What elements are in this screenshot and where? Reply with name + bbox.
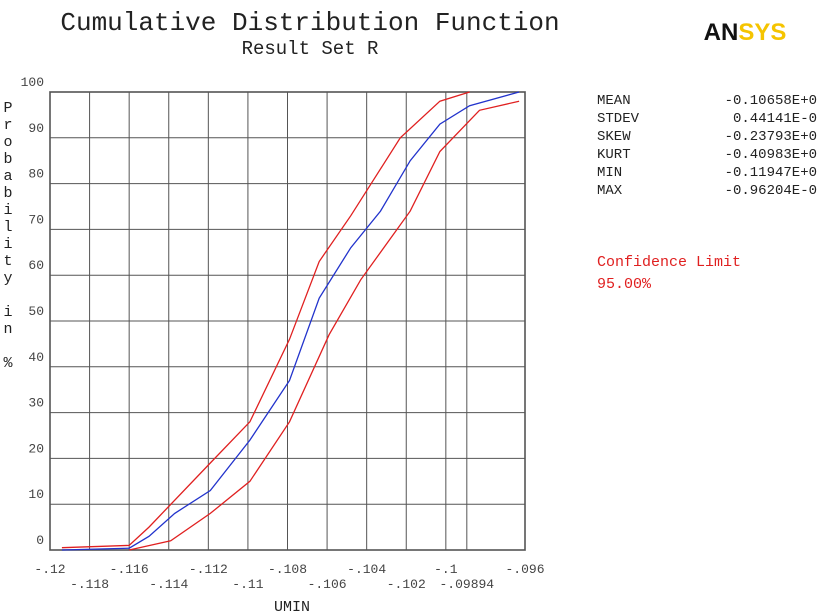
logo: ANSYS xyxy=(704,19,787,46)
x-tick-label: -.114 xyxy=(149,577,188,592)
stat-label: MAX xyxy=(597,183,623,199)
y-tick-label: 100 xyxy=(21,75,44,90)
x-tick-label: -.1 xyxy=(434,562,458,577)
x-tick-label: -.112 xyxy=(189,562,228,577)
y-tick-label: 10 xyxy=(28,487,44,502)
y-tick-label: 20 xyxy=(28,441,44,456)
stat-label: MEAN xyxy=(597,93,631,109)
stat-value: -0.96204E-0 xyxy=(725,183,817,199)
stat-value: -0.11947E+0 xyxy=(725,165,817,181)
y-tick-label: 70 xyxy=(28,212,44,227)
y-tick-label: 80 xyxy=(28,167,44,182)
y-tick-label: 0 xyxy=(36,533,44,548)
stat-label: MIN xyxy=(597,165,622,181)
stat-value: -0.40983E+0 xyxy=(725,147,817,163)
x-tick-label: -.09894 xyxy=(440,577,495,592)
stat-label: STDEV xyxy=(597,111,640,127)
stat-label: KURT xyxy=(597,147,631,163)
cdf-line xyxy=(61,91,470,549)
stat-value: 0.44141E-0 xyxy=(733,111,817,127)
y-tick-label: 90 xyxy=(28,121,44,136)
stat-label: SKEW xyxy=(597,129,631,145)
stat-value: -0.23793E+0 xyxy=(725,129,817,145)
cdf-line xyxy=(129,100,520,551)
x-axis-label: UMIN xyxy=(274,599,310,616)
cdf-line xyxy=(61,91,520,551)
x-tick-label: -.108 xyxy=(268,562,307,577)
x-tick-label: -.116 xyxy=(110,562,149,577)
x-tick-label: -.096 xyxy=(505,562,544,577)
y-tick-label: 60 xyxy=(28,258,44,273)
chart-subtitle: Result Set R xyxy=(242,38,379,60)
x-tick-label: -.102 xyxy=(387,577,426,592)
y-tick-label: 30 xyxy=(28,396,44,411)
x-tick-label: -.118 xyxy=(70,577,109,592)
chart-title: Cumulative Distribution Function xyxy=(60,8,559,38)
y-tick-label: 50 xyxy=(28,304,44,319)
y-axis-label: Probability in % xyxy=(0,100,17,372)
confidence-value: 95.00% xyxy=(597,276,652,293)
x-tick-label: -.106 xyxy=(308,577,347,592)
x-tick-label: -.104 xyxy=(347,562,386,577)
confidence-label: Confidence Limit xyxy=(597,254,741,271)
y-tick-label: 40 xyxy=(28,350,44,365)
x-tick-label: -.11 xyxy=(232,577,263,592)
stat-value: -0.10658E+0 xyxy=(725,93,817,109)
x-tick-label: -.12 xyxy=(34,562,65,577)
